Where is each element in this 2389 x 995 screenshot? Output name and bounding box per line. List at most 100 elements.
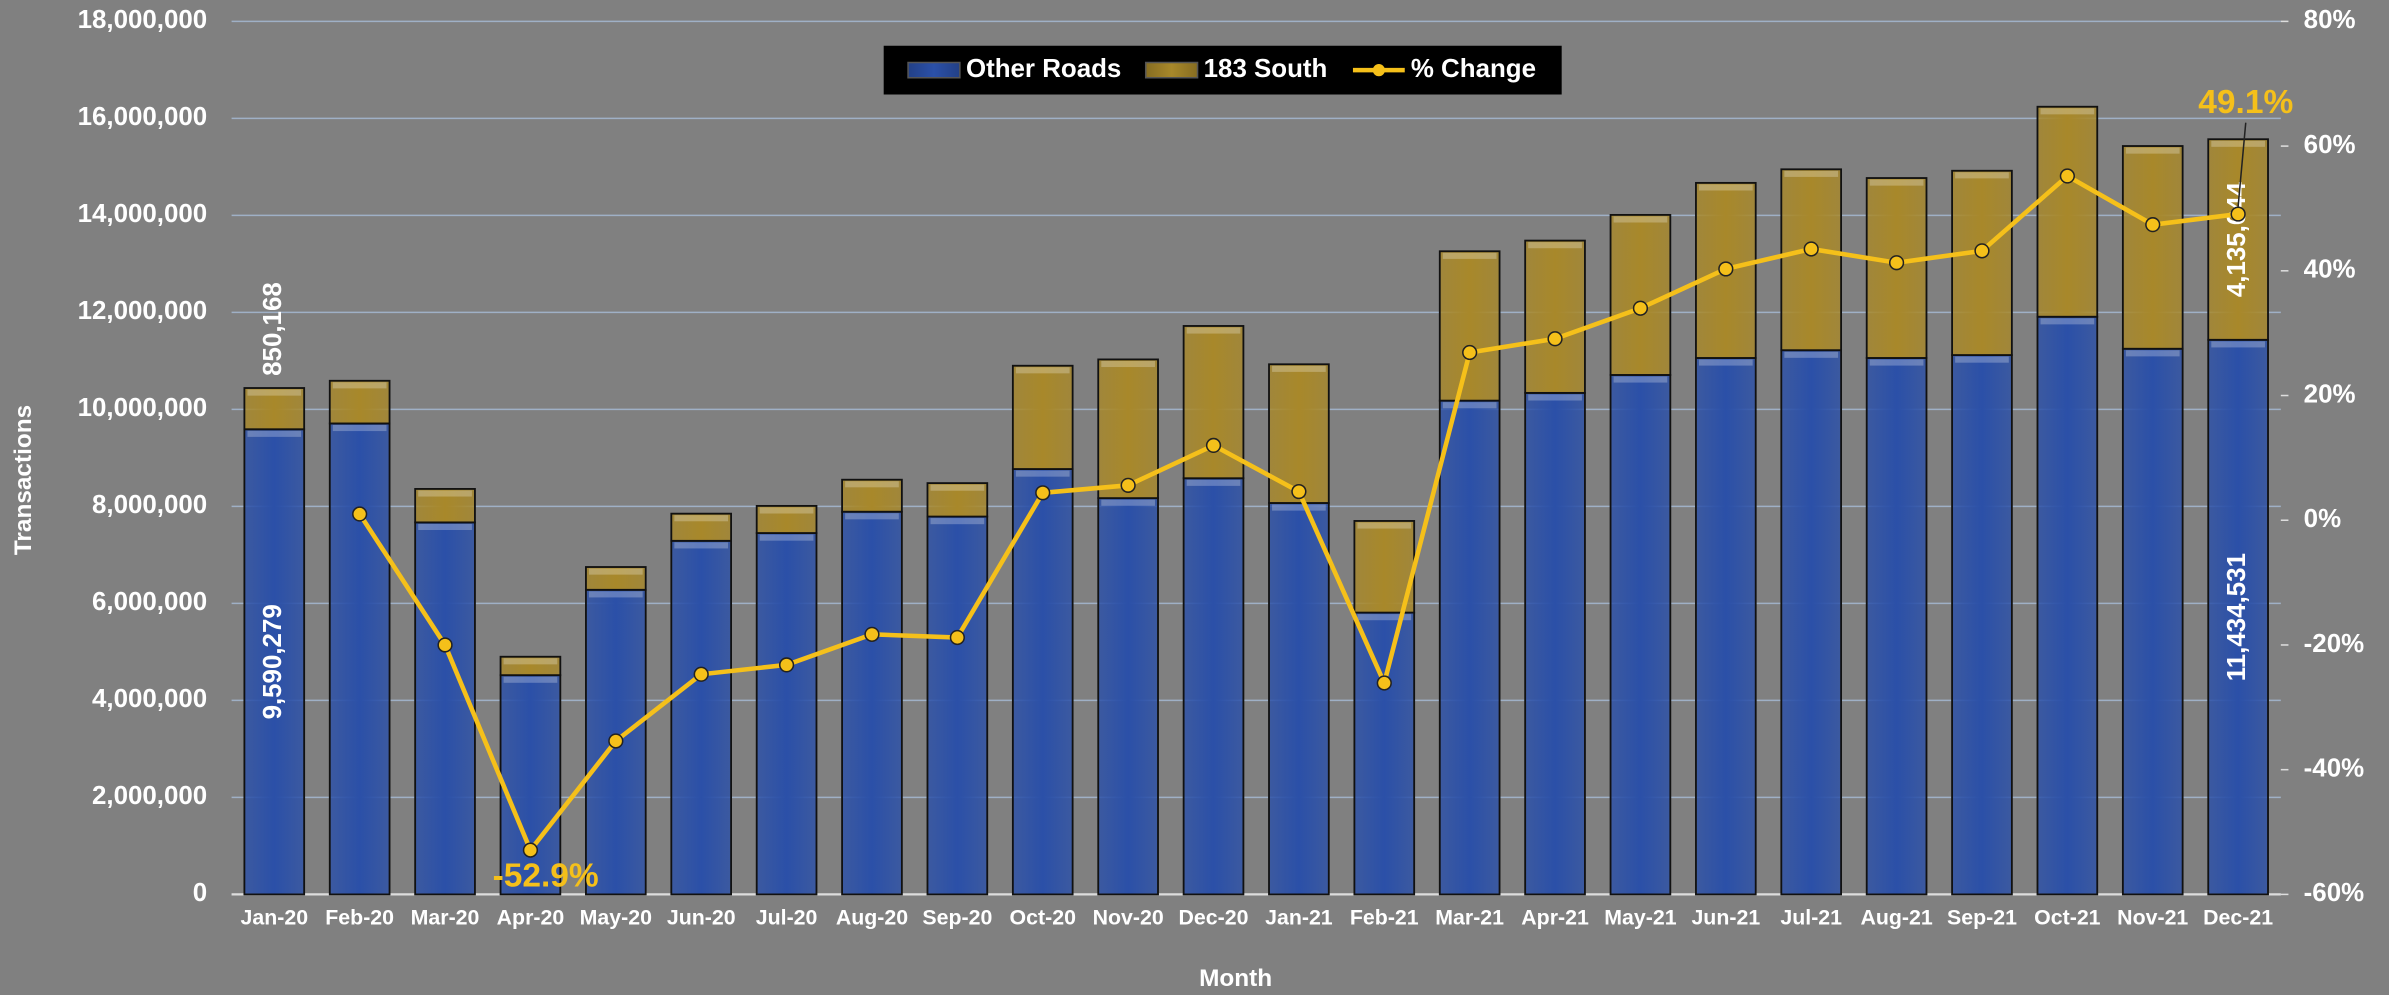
bar-bevel (930, 484, 985, 491)
x-tick-label: Oct-20 (1010, 905, 1076, 929)
line-point (1888, 255, 1905, 271)
y-tick-label: 8,000,000 (92, 491, 207, 519)
bar-bevel (845, 481, 899, 488)
bar-bevel (1784, 170, 1839, 177)
bar-bevel (674, 515, 729, 522)
bar-bevel (1869, 179, 1924, 186)
y-tick-label: 4,000,000 (92, 685, 207, 713)
y2-tick-label: -60% (2304, 879, 2364, 907)
bar-segment (1268, 502, 1330, 896)
line-point (522, 842, 539, 858)
bar-bevel (418, 490, 472, 497)
x-tick-label: Apr-20 (497, 905, 565, 929)
line-point (2145, 217, 2161, 233)
x-tick-label: Sep-20 (922, 905, 992, 929)
bar-segment (1524, 391, 1586, 896)
bar-bevel (503, 676, 558, 683)
x-tick-label: Mar-21 (1435, 905, 1504, 929)
line-point (1718, 261, 1734, 277)
y2-tick-label: -40% (2304, 755, 2364, 783)
bar-bevel (503, 658, 558, 665)
bar-bevel (1272, 365, 1326, 372)
bar-bevel (2211, 140, 2265, 147)
bar-bevel (1613, 216, 1668, 223)
y-tick-label: 14,000,000 (78, 200, 208, 228)
bar-segment (2207, 138, 2269, 341)
leader-line (2237, 122, 2247, 207)
bar-bevel (1272, 504, 1326, 511)
bar-segment (1951, 169, 2013, 356)
bar-segment (328, 379, 391, 425)
legend-label: % Change (1411, 55, 1536, 83)
bar-bevel (1442, 252, 1497, 259)
bar-bevel (1528, 242, 1582, 249)
bar-segment (2036, 315, 2099, 896)
y-axis-title: Transactions (10, 405, 37, 555)
bar-segment (243, 428, 306, 896)
bar-segment (1695, 357, 1757, 896)
bar-segment (1609, 374, 1672, 896)
bar-bevel (332, 382, 387, 389)
bar-segment (926, 482, 989, 518)
bar-segment (1011, 468, 1074, 896)
x-tick-label: Aug-20 (836, 905, 908, 929)
bar-segment (1865, 357, 1928, 896)
bar-bevel (588, 591, 643, 598)
line-point (1803, 241, 1819, 257)
bar-bevel (1613, 376, 1668, 383)
legend-swatch (1144, 61, 1199, 79)
data-label: 9,590,279 (259, 604, 287, 719)
bar-bevel (1442, 402, 1497, 409)
bar-segment (1780, 168, 1843, 352)
bar-segment (1182, 477, 1245, 896)
bar-segment (1780, 349, 1843, 896)
bar-segment (1353, 611, 1416, 896)
bar-segment (1097, 358, 1159, 500)
line-point (1120, 477, 1136, 493)
line-point (864, 626, 880, 642)
x-tick-label: May-21 (1604, 905, 1676, 929)
legend-label: 183 South (1204, 55, 1328, 83)
data-label: -52.9% (493, 857, 599, 894)
bar-bevel (1698, 359, 1753, 366)
bar-segment (243, 387, 306, 431)
line-point (778, 657, 795, 673)
bar-segment (1951, 354, 2013, 896)
x-tick-label: Jul-21 (1780, 905, 1842, 929)
bar-bevel (247, 389, 302, 396)
bar-bevel (2125, 350, 2180, 357)
line-point (949, 629, 965, 646)
bar-segment (585, 566, 647, 591)
line-point (1462, 344, 1478, 361)
bar-segment (2121, 347, 2184, 896)
bar-bevel (2040, 108, 2095, 115)
bar-segment (1011, 364, 1074, 470)
bar-bevel (1869, 359, 1924, 366)
line-point (1035, 485, 1051, 501)
bar-segment (499, 655, 562, 677)
bar-bevel (1698, 184, 1753, 191)
x-tick-label: Jan-21 (1265, 905, 1333, 929)
x-axis-title: Month (1199, 965, 1272, 992)
bar-bevel (845, 513, 899, 520)
y2-tick-label: 80% (2304, 6, 2356, 34)
data-label: 850,168 (259, 282, 287, 376)
bar-bevel (1015, 470, 1070, 477)
x-tick-label: Oct-21 (2034, 905, 2101, 929)
y2-tick-label: 0% (2304, 505, 2341, 533)
line-point (1291, 483, 1307, 500)
y-tick-label: 10,000,000 (78, 394, 208, 422)
bar-bevel (2040, 318, 2095, 325)
bar-segment (1097, 497, 1159, 896)
data-label: 4,135,644 (2223, 181, 2251, 297)
bar-segment (2036, 105, 2099, 318)
bar-bevel (418, 523, 472, 531)
data-label: 49.1% (2198, 84, 2293, 121)
bar-bevel (1784, 351, 1839, 358)
legend-label: Other Roads (966, 55, 1121, 83)
x-tick-label: Dec-20 (1179, 905, 1249, 929)
line-point (1632, 300, 1649, 316)
bar-segment (1524, 239, 1586, 394)
line-point (1376, 675, 1392, 691)
line-point (437, 637, 453, 653)
